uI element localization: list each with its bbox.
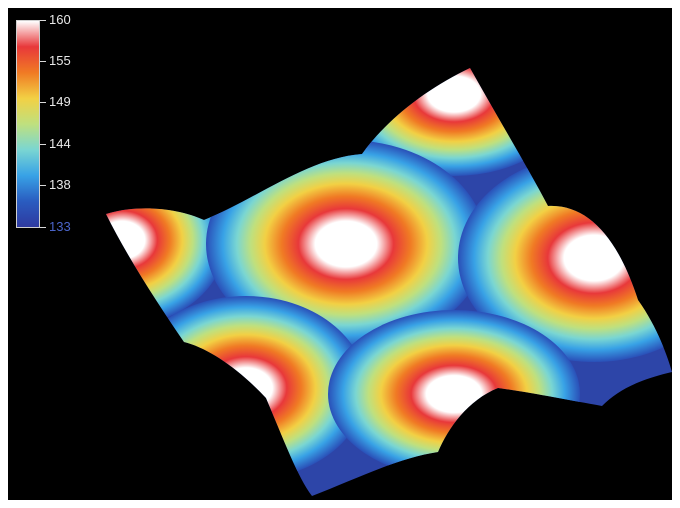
surface-plot [106,68,672,496]
colorbar-label: 149 [49,94,71,109]
colorbar-tick [40,144,46,145]
colorbar-tick [40,102,46,103]
surface-peak [206,140,486,348]
colorbar-tick [40,185,46,186]
colorbar-label: 155 [49,53,71,68]
colorbar-label: 133 [49,219,71,234]
colorbar-tick [40,227,46,228]
colorbar-label: 160 [49,12,71,27]
colorbar-label: 144 [49,136,71,151]
color-scale-bar [16,20,40,228]
surface-peak [328,310,580,478]
colorbar-tick [40,20,46,21]
colorbar-label: 138 [49,177,71,192]
visualization-frame: 160 155 149 144 138 133 [8,8,672,500]
colorbar-tick [40,61,46,62]
